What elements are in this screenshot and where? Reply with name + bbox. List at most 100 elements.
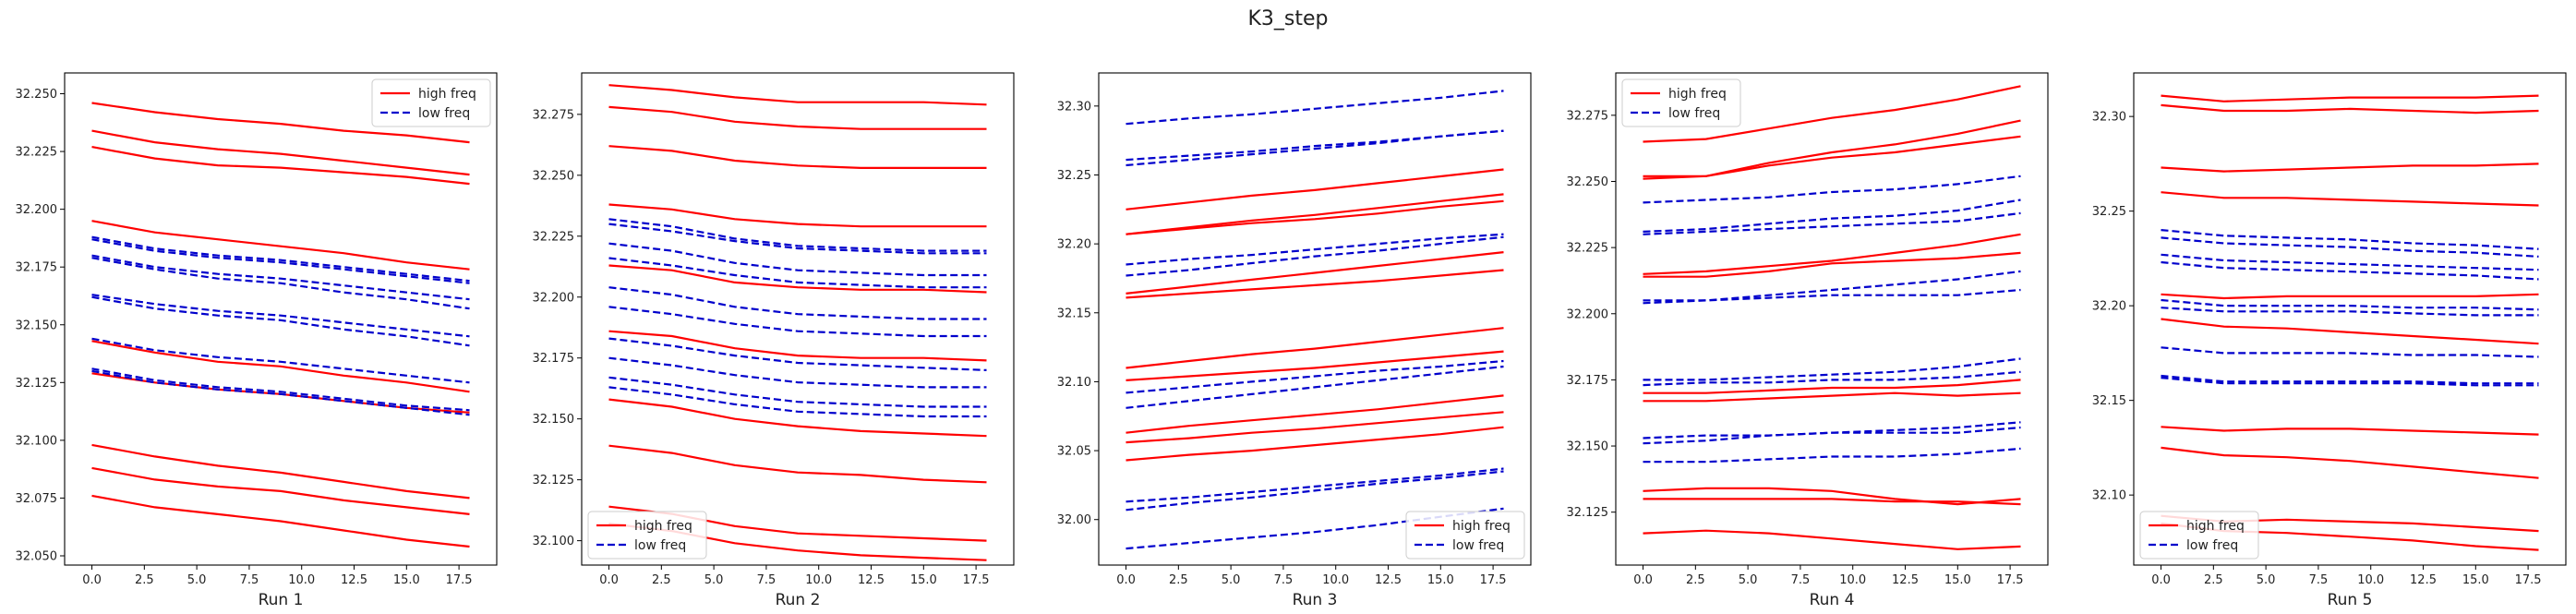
y-tick-label: 32.125: [533, 474, 575, 488]
high-freq-line: [91, 102, 470, 144]
y-tick-label: 32.125: [1567, 506, 1609, 520]
x-axis-label: Run 3: [1293, 591, 1338, 609]
panel-1: 0.0 2.5 5.0 7.5 10.0 12.5 15.0 17.5 32.050 32.075…: [16, 72, 498, 609]
low-freq-line: [1643, 357, 2021, 381]
x-axis-label: Run 5: [2328, 591, 2373, 609]
y-tick-label: 32.200: [1567, 307, 1609, 321]
low-freq-line: [91, 238, 470, 284]
low-freq-line: [608, 242, 987, 277]
high-freq-line: [1125, 327, 1504, 369]
high-freq-line: [2161, 191, 2539, 207]
low-freq-line: [1643, 199, 2021, 233]
x-axis-label: Run 4: [1810, 591, 1855, 609]
low-freq-line: [608, 386, 987, 418]
high-freq-line: [1643, 251, 2021, 278]
legend: high freq low freq: [371, 78, 491, 127]
high-freq-line: [2161, 103, 2539, 114]
high-freq-line: [91, 494, 470, 548]
x-tick-label: 2.5: [1169, 573, 1188, 587]
legend: high freq low freq: [587, 511, 707, 560]
high-freq-line: [2161, 293, 2539, 300]
axes-frame: [581, 72, 1015, 566]
x-tick-label: 12.5: [858, 573, 885, 587]
x-tick-label: 7.5: [2309, 573, 2329, 587]
low-freq-line: [2161, 346, 2539, 358]
panel-3: 0.0 2.5 5.0 7.5 10.0 12.5 15.0 17.5 32.00 32.05 32…: [1057, 72, 1532, 609]
x-tick-label: 15.0: [393, 573, 420, 587]
y-tick-label: 32.25: [2092, 205, 2126, 219]
low-freq-line: [2161, 374, 2539, 385]
y-tick-label: 32.225: [16, 146, 58, 160]
low-freq-line: [608, 356, 987, 389]
legend-high-freq-label: high freq: [2186, 519, 2245, 534]
x-axis-label: Run 1: [259, 591, 304, 609]
low-freq-line: [2161, 307, 2539, 317]
legend-low-freq-label: low freq: [418, 106, 470, 121]
legend-high-freq-label: high freq: [634, 519, 692, 534]
low-freq-line: [1125, 365, 1504, 409]
low-freq-line: [2161, 260, 2539, 281]
y-tick-label: 32.275: [1567, 109, 1609, 123]
x-tick-label: 0.0: [82, 573, 102, 587]
x-tick-label: 5.0: [187, 573, 207, 587]
high-freq-line: [608, 145, 987, 169]
x-tick-label: 5.0: [1222, 573, 1241, 587]
high-freq-line: [1643, 379, 2021, 394]
low-freq-line: [91, 257, 470, 310]
x-tick-label: 12.5: [1375, 573, 1402, 587]
y-tick-label: 32.30: [1057, 100, 1091, 114]
y-tick-label: 32.175: [1567, 374, 1609, 388]
panels: 0.0 2.5 5.0 7.5 10.0 12.5 15.0 17.5 32.050 32.075…: [16, 72, 2567, 609]
x-tick-label: 17.5: [2515, 573, 2542, 587]
high-freq-line: [1643, 119, 2021, 180]
high-freq-line: [1125, 269, 1504, 299]
low-freq-line: [608, 257, 987, 289]
y-tick-label: 32.125: [16, 377, 58, 391]
high-freq-line: [91, 443, 470, 500]
x-tick-label: 0.0: [2151, 573, 2171, 587]
x-tick-label: 15.0: [1944, 573, 1971, 587]
y-tick-label: 32.25: [1057, 169, 1091, 183]
y-tick-label: 32.250: [16, 88, 58, 102]
high-freq-line: [608, 84, 987, 106]
high-freq-line: [2161, 426, 2539, 436]
y-tick-label: 32.100: [16, 434, 58, 448]
low-freq-line: [1643, 421, 2021, 439]
axes-frame: [64, 72, 498, 566]
low-freq-line: [91, 367, 470, 412]
y-tick-label: 32.175: [533, 352, 575, 366]
low-freq-line: [1125, 233, 1504, 266]
panel-5: 0.0 2.5 5.0 7.5 10.0 12.5 15.0 17.5 32.10 32.15 32…: [2092, 72, 2567, 609]
legend-low-freq-label: low freq: [634, 538, 686, 553]
low-freq-line: [2161, 236, 2539, 258]
y-tick-label: 32.100: [533, 535, 575, 548]
x-tick-label: 2.5: [1686, 573, 1705, 587]
high-freq-line: [1125, 193, 1504, 235]
high-freq-line: [2161, 94, 2539, 102]
y-tick-label: 32.275: [533, 108, 575, 122]
x-tick-label: 5.0: [1739, 573, 1758, 587]
low-freq-line: [91, 369, 470, 416]
high-freq-line: [2161, 163, 2539, 173]
legend-box: [371, 78, 491, 127]
x-tick-label: 5.0: [2257, 573, 2276, 587]
y-tick-label: 32.050: [16, 549, 58, 563]
high-freq-line: [1643, 233, 2021, 275]
y-tick-label: 32.150: [16, 319, 58, 332]
high-freq-line: [91, 340, 470, 393]
x-tick-label: 17.5: [1997, 573, 2024, 587]
y-tick-label: 32.225: [533, 230, 575, 244]
y-tick-label: 32.00: [1057, 513, 1091, 527]
low-freq-line: [608, 218, 987, 252]
y-tick-label: 32.15: [1057, 307, 1091, 320]
high-freq-line: [91, 146, 470, 186]
high-freq-line: [1125, 350, 1504, 381]
low-freq-line: [1125, 467, 1504, 503]
y-tick-label: 32.30: [2092, 111, 2126, 125]
x-tick-label: 7.5: [1274, 573, 1294, 587]
high-freq-line: [608, 330, 987, 362]
y-tick-label: 32.15: [2092, 394, 2126, 408]
x-tick-label: 12.5: [1892, 573, 1919, 587]
low-freq-line: [2161, 229, 2539, 250]
x-tick-label: 7.5: [1791, 573, 1811, 587]
